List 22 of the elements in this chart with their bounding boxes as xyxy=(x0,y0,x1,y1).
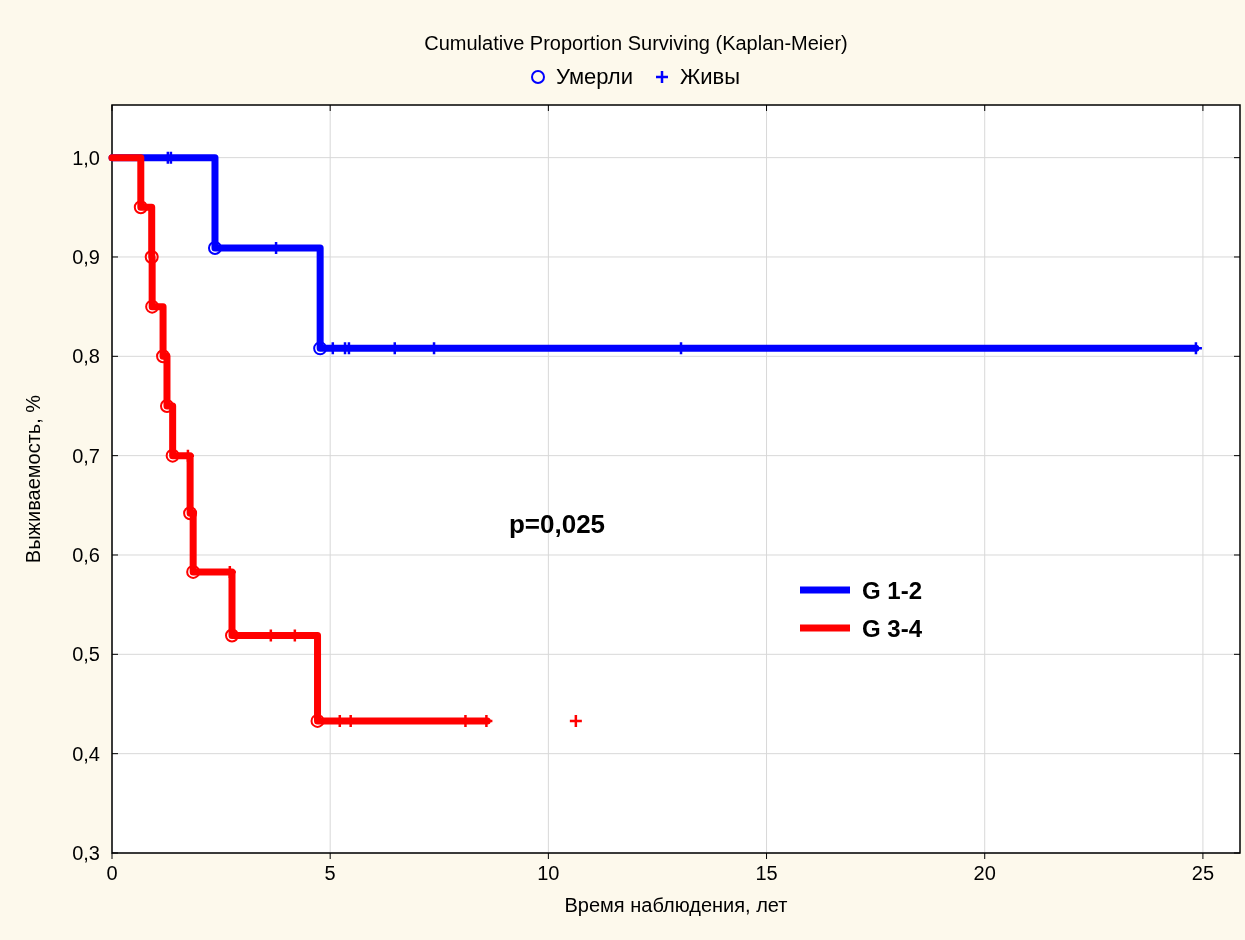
y-tick-label: 0,9 xyxy=(72,245,100,268)
x-tick-label: 20 xyxy=(973,862,996,884)
y-axis-title: Выживаемость, % xyxy=(22,394,44,564)
legend-label: Умерли xyxy=(556,64,633,89)
y-tick-label: 0,8 xyxy=(72,345,100,368)
x-tick-label: 25 xyxy=(1191,862,1215,884)
y-tick-label: 0,4 xyxy=(72,742,100,765)
x-tick-label: 15 xyxy=(755,862,778,884)
y-tick-label: 0,6 xyxy=(72,543,100,566)
legend-label: Живы xyxy=(680,64,741,89)
y-tick-label: 1,0 xyxy=(72,146,100,169)
annotation: p=0,025 xyxy=(508,509,606,539)
x-axis-title: Время наблюдения, лет xyxy=(564,894,788,916)
y-tick-label: 0,5 xyxy=(72,643,100,666)
y-tick-label: 0,3 xyxy=(72,842,100,864)
legend-label: G 1-2 xyxy=(862,577,923,604)
x-tick-label: 0 xyxy=(106,862,118,884)
x-tick-label: 10 xyxy=(537,862,560,884)
chart-title: Cumulative Proportion Surviving (Kaplan-Meier) xyxy=(424,32,848,54)
legend-label: G 3-4 xyxy=(862,615,923,642)
y-tick-label: 0,7 xyxy=(72,444,100,467)
x-tick-label: 5 xyxy=(324,862,336,884)
